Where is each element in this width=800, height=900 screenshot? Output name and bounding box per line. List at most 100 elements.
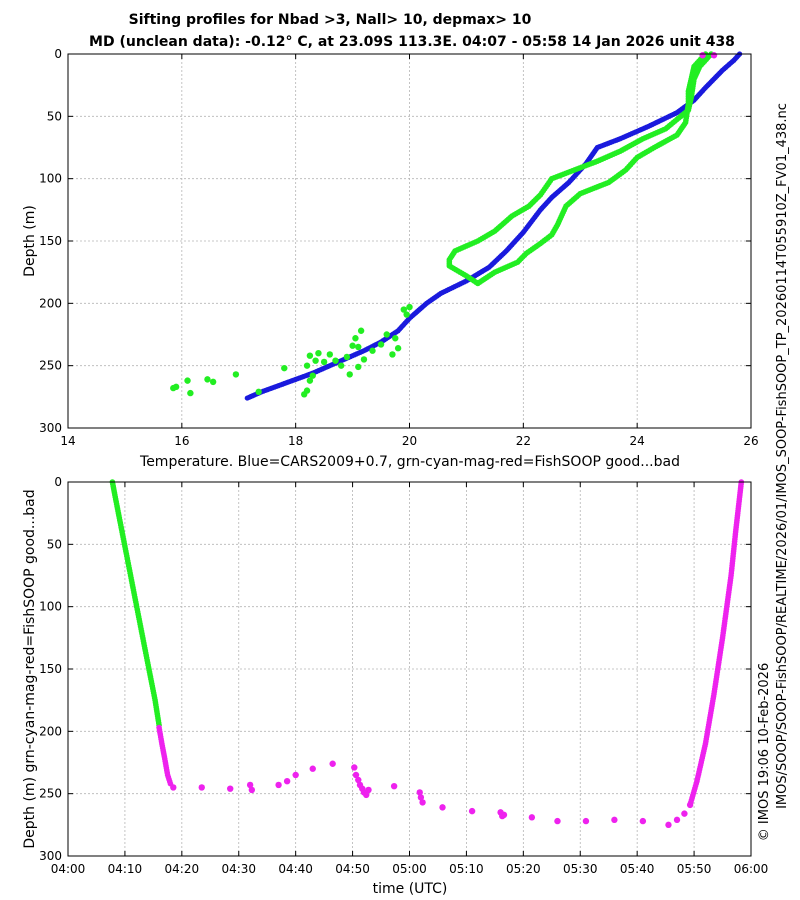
data-point xyxy=(281,364,288,372)
data-point xyxy=(306,352,314,359)
data-point xyxy=(198,784,205,791)
data-point xyxy=(392,335,399,342)
file-path-label: IMOS/SOOP/SOOP-FishSOOP/REALTIME/2026/01… xyxy=(775,103,790,809)
data-point xyxy=(377,341,385,348)
data-point xyxy=(346,371,353,378)
x-tick-label: 04:10 xyxy=(108,862,143,876)
data-point xyxy=(389,351,396,358)
data-point xyxy=(246,781,254,789)
data-point xyxy=(665,821,672,829)
data-point xyxy=(699,52,706,59)
data-point xyxy=(184,377,191,384)
data-point xyxy=(416,789,423,796)
depth-time-plot: 04:00 04:10 04:20 04:30 04:40 04:50 05:00 05:10… xyxy=(22,475,768,897)
data-point xyxy=(357,327,365,334)
x-tick-label: 22 xyxy=(516,434,531,448)
data-point xyxy=(338,362,345,369)
y-tick-label: 100 xyxy=(39,172,62,186)
y-tick-label: 200 xyxy=(39,296,62,310)
data-point xyxy=(528,814,536,821)
x-tick-label: 14 xyxy=(60,434,75,448)
data-point xyxy=(343,353,351,361)
series-magenta xyxy=(687,479,745,808)
data-point xyxy=(275,781,282,789)
bottom-ticks: 04:00 04:10 04:20 04:30 04:40 04:50 05:00 05:10… xyxy=(39,475,768,876)
data-point xyxy=(255,388,262,396)
data-point xyxy=(227,785,234,792)
y-tick-label: 200 xyxy=(39,724,62,738)
x-tick-label: 26 xyxy=(743,434,758,448)
data-point xyxy=(315,350,322,357)
top-marks xyxy=(170,51,743,401)
data-point xyxy=(349,342,356,349)
data-point xyxy=(306,377,314,384)
data-point xyxy=(383,331,390,338)
y-tick-label: 100 xyxy=(39,600,62,614)
data-point xyxy=(394,345,402,352)
chart-title-line1: Sifting profiles for Nbad >3, Nall> 10, … xyxy=(129,12,532,28)
data-point xyxy=(582,817,590,825)
data-point xyxy=(400,306,408,313)
data-point xyxy=(352,771,360,779)
data-point xyxy=(406,303,413,311)
data-point xyxy=(673,816,681,824)
data-point xyxy=(283,778,291,785)
bottom-ylabel: Depth (m) grn-cyan-mag-red=FishSOOP good… xyxy=(22,489,38,848)
data-point xyxy=(710,52,718,59)
x-tick-label: 18 xyxy=(288,434,303,448)
data-point xyxy=(303,387,311,394)
data-point xyxy=(303,362,311,369)
data-point xyxy=(390,782,398,790)
top-ticks: 14 16 18 20 22 24 26 0 50 100 150 200 250 300 xyxy=(39,47,759,448)
y-tick-label: 50 xyxy=(47,109,62,123)
data-point xyxy=(352,335,359,342)
x-tick-label: 05:30 xyxy=(563,862,598,876)
x-tick-label: 20 xyxy=(402,434,417,448)
x-tick-label: 04:40 xyxy=(278,862,313,876)
credit-label: © IMOS 19:06 10-Feb-2026 xyxy=(757,663,772,841)
y-tick-label: 250 xyxy=(39,359,62,373)
data-point xyxy=(204,376,211,383)
top-ylabel: Depth (m) xyxy=(22,205,38,277)
data-point xyxy=(360,356,368,363)
data-point xyxy=(355,363,362,371)
y-tick-label: 50 xyxy=(47,537,62,551)
x-tick-label: 04:30 xyxy=(221,862,256,876)
data-point xyxy=(554,817,561,825)
data-point xyxy=(292,771,299,779)
series-green xyxy=(170,303,413,398)
top-xlabel: Temperature. Blue=CARS2009+0.7, grn-cyan… xyxy=(139,454,680,470)
temperature-depth-plot: 14 16 18 20 22 24 26 0 50 100 150 200 250 300 Tempera… xyxy=(22,47,759,470)
data-point xyxy=(329,760,336,767)
y-tick-label: 300 xyxy=(39,849,62,863)
bottom-marks xyxy=(109,479,745,829)
data-point xyxy=(355,343,362,351)
data-point xyxy=(639,817,647,825)
x-tick-label: 05:50 xyxy=(677,862,712,876)
data-point xyxy=(326,351,334,358)
data-point xyxy=(320,358,328,366)
x-tick-label: 04:50 xyxy=(335,862,370,876)
data-point xyxy=(351,764,358,771)
bottom-grid xyxy=(68,482,751,856)
data-point xyxy=(355,776,362,784)
x-tick-label: 05:00 xyxy=(392,862,427,876)
data-point xyxy=(332,357,339,364)
data-point xyxy=(363,791,370,799)
data-point xyxy=(369,347,376,354)
y-tick-label: 0 xyxy=(54,47,62,61)
data-point xyxy=(187,389,194,397)
series-magenta xyxy=(156,724,174,787)
x-tick-label: 16 xyxy=(174,434,189,448)
y-tick-label: 300 xyxy=(39,421,62,435)
series-green xyxy=(475,51,709,287)
data-point xyxy=(365,786,372,794)
data-point xyxy=(309,372,316,379)
top-grid xyxy=(68,54,751,428)
data-point xyxy=(611,816,618,824)
y-tick-label: 250 xyxy=(39,787,62,801)
data-point xyxy=(170,784,177,791)
data-point xyxy=(468,807,476,815)
y-tick-label: 150 xyxy=(39,234,62,248)
data-point xyxy=(403,311,410,318)
